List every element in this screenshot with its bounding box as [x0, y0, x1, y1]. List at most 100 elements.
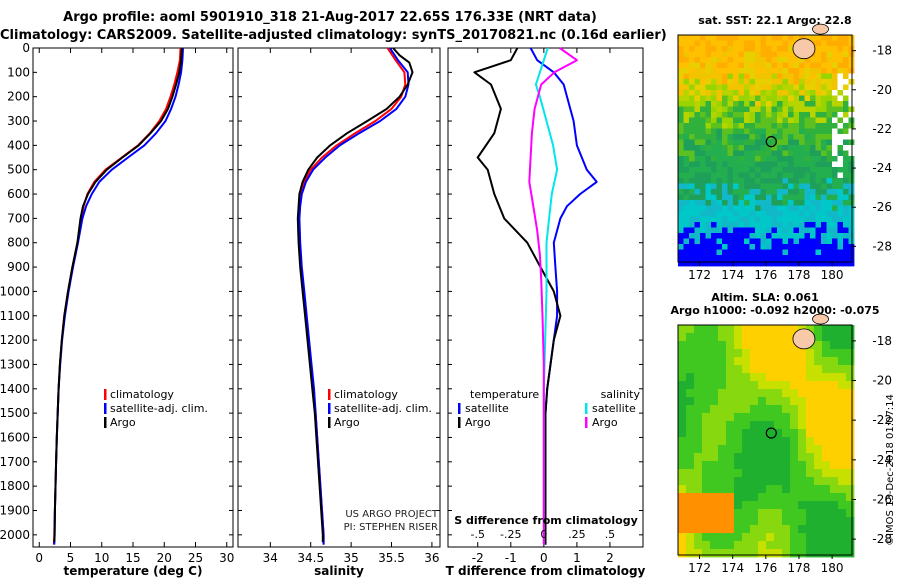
map-cell: [766, 183, 772, 190]
map-cell: [710, 413, 719, 422]
depth-tick-label: 600: [7, 187, 30, 201]
map-cell: [777, 90, 783, 96]
map-cell: [777, 200, 783, 206]
map-cell: [683, 244, 690, 250]
map-cell: [744, 123, 750, 129]
map-cell: [814, 349, 823, 358]
map-cell: [694, 525, 703, 534]
map-cell: [733, 161, 739, 168]
map-cell: [694, 189, 701, 195]
map-cell: [755, 249, 761, 256]
map-cell: [766, 227, 772, 234]
map-cell: [694, 183, 701, 190]
map-cell: [822, 389, 831, 398]
map-cell: [771, 238, 778, 245]
map-cell: [702, 405, 711, 414]
map-cell: [814, 397, 823, 406]
map-cell: [749, 139, 756, 146]
map-cell: [774, 453, 783, 462]
map-cell: [733, 51, 739, 58]
map-cell: [711, 84, 717, 91]
map-cell: [788, 79, 794, 85]
map-cell: [804, 211, 811, 217]
map-cell: [822, 437, 831, 446]
map-cell: [678, 62, 684, 69]
map-cell: [771, 233, 778, 239]
legend-swatch: [104, 417, 107, 428]
map-cell: [766, 106, 772, 113]
map-cell: [755, 134, 761, 140]
map-cell: [815, 51, 822, 58]
map-cell: [733, 73, 739, 80]
map-cell: [710, 325, 719, 334]
map-cell: [814, 333, 823, 342]
map-cell: [814, 429, 823, 438]
map-cell: [686, 493, 695, 502]
map-cell: [683, 68, 690, 74]
map-cell: [821, 260, 827, 267]
map-cell: [814, 469, 823, 478]
map-cell: [683, 95, 690, 102]
map-cell: [806, 421, 815, 430]
map-cell: [742, 469, 751, 478]
map-cell: [832, 123, 838, 129]
map-cell: [689, 178, 695, 184]
map-cell: [777, 249, 783, 256]
map-cell: [726, 413, 735, 422]
map-cell: [710, 333, 719, 342]
map-cell: [826, 150, 833, 157]
map-cell: [716, 123, 723, 129]
map-cell: [766, 255, 772, 261]
map-cell: [716, 255, 723, 261]
secondary-tick-label: 0: [540, 528, 547, 541]
x-tick-label: 30: [219, 551, 234, 565]
map-cell: [722, 233, 728, 239]
map-cell: [683, 194, 690, 201]
map-cell: [810, 238, 816, 245]
map-cell: [782, 145, 789, 151]
map-cell: [826, 95, 833, 102]
map-cell: [755, 161, 761, 168]
map-cell: [755, 62, 761, 69]
map-cell: [774, 325, 783, 334]
map-cell: [744, 194, 750, 201]
map-cell: [832, 145, 838, 151]
map-cell: [810, 128, 816, 135]
map-cell: [694, 222, 701, 228]
map-cell: [738, 46, 745, 52]
x-axis-label-diff: T difference from climatology: [446, 564, 646, 578]
map-cell: [826, 123, 833, 129]
map-cell: [814, 525, 823, 534]
map-cell: [694, 349, 703, 358]
map-cell: [793, 167, 800, 173]
map-cell: [782, 178, 789, 184]
map-cell: [846, 469, 855, 478]
map-cell: [837, 238, 844, 245]
map-cell: [683, 249, 690, 256]
map-cell: [815, 156, 822, 162]
map-cell: [755, 156, 761, 162]
series-line: [296, 47, 414, 543]
map-cell: [678, 421, 687, 430]
map-cell: [749, 238, 756, 245]
map-cell: [815, 178, 822, 184]
depth-tick-label: 1300: [0, 357, 30, 371]
map-cell: [799, 95, 805, 102]
map-cell: [782, 161, 789, 168]
map-cell: [755, 233, 761, 239]
map-cell: [832, 189, 838, 195]
map-cell: [771, 216, 778, 223]
map-cell: [694, 341, 703, 350]
map-cell: [788, 46, 794, 52]
map-cell: [777, 101, 783, 107]
map-cell: [716, 84, 723, 91]
map-cell: [758, 493, 767, 502]
depth-tick-label: 0: [22, 41, 30, 55]
map-cell: [750, 469, 759, 478]
map-cell: [686, 469, 695, 478]
map-cell: [848, 106, 855, 113]
x-tick-label: 34: [263, 551, 278, 565]
map-cell: [848, 123, 855, 129]
map-cell: [804, 227, 811, 234]
map-cell: [749, 167, 756, 173]
